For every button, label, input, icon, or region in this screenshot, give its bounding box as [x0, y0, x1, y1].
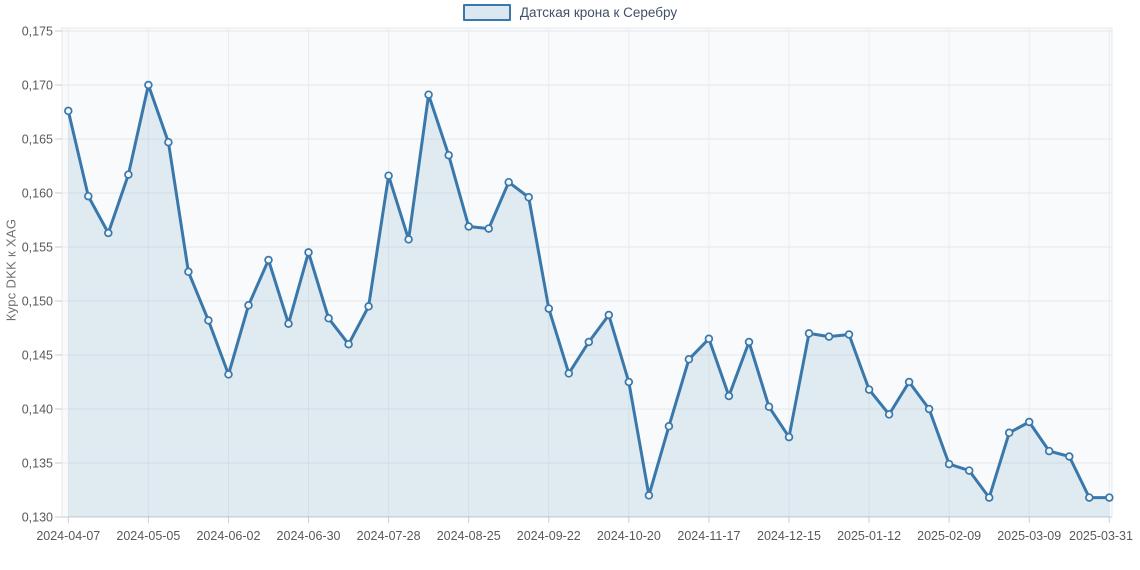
data-point[interactable]	[524, 193, 533, 202]
y-tick-label: 0,165	[22, 133, 53, 147]
x-tick-label: 2024-07-28	[357, 529, 421, 543]
plot-background	[61, 27, 1113, 518]
series-area	[68, 85, 1110, 517]
data-point[interactable]	[564, 369, 574, 378]
data-point[interactable]	[484, 224, 493, 233]
data-point[interactable]	[504, 177, 513, 187]
data-point[interactable]	[124, 170, 133, 179]
data-point[interactable]	[964, 466, 974, 475]
data-point[interactable]	[404, 235, 413, 244]
data-point[interactable]	[144, 80, 153, 90]
data-point[interactable]	[684, 355, 694, 364]
data-point[interactable]	[1044, 446, 1054, 456]
y-tick-label: 0,160	[22, 187, 53, 201]
data-point[interactable]	[64, 106, 73, 116]
x-tick-label: 2025-01-12	[837, 529, 901, 543]
y-tick-label: 0,135	[22, 457, 53, 471]
y-tick-label: 0,175	[22, 25, 53, 39]
y-tick-label: 0,155	[22, 241, 53, 255]
data-point[interactable]	[1065, 452, 1074, 461]
data-point[interactable]	[84, 191, 93, 201]
data-point[interactable]	[384, 171, 393, 180]
data-point[interactable]	[744, 337, 754, 347]
y-tick-label: 0,170	[22, 79, 53, 93]
data-point[interactable]	[924, 404, 934, 414]
x-tick-label: 2024-06-02	[196, 529, 260, 543]
data-point[interactable]	[824, 332, 834, 341]
legend-item[interactable]: Датская крона к Серебру	[0, 4, 1140, 21]
y-tick-label: 0,130	[22, 511, 53, 525]
data-point[interactable]	[104, 228, 113, 238]
data-point[interactable]	[864, 385, 874, 394]
x-tick-label: 2025-03-31	[1069, 529, 1133, 543]
data-point[interactable]	[784, 432, 794, 442]
data-point[interactable]	[344, 339, 353, 349]
data-point[interactable]	[284, 319, 293, 328]
data-point[interactable]	[444, 150, 453, 160]
x-tick-label: 2024-04-07	[36, 529, 100, 543]
legend-label: Датская крона к Серебру	[519, 5, 678, 20]
x-tick-label: 2024-10-20	[597, 529, 661, 543]
data-point[interactable]	[844, 330, 854, 339]
data-point[interactable]	[224, 370, 233, 379]
y-tick-label: 0,145	[22, 349, 53, 363]
data-point[interactable]	[584, 337, 594, 347]
data-point[interactable]	[264, 255, 273, 265]
data-point[interactable]	[904, 377, 914, 387]
x-tick-label: 2024-09-22	[517, 529, 581, 543]
data-point[interactable]	[1004, 428, 1014, 438]
legend-swatch	[462, 4, 511, 21]
data-point[interactable]	[604, 310, 614, 320]
data-point[interactable]	[184, 267, 193, 277]
data-point[interactable]	[944, 459, 954, 469]
data-point[interactable]	[204, 316, 213, 325]
data-point[interactable]	[1105, 493, 1114, 502]
data-point[interactable]	[544, 304, 554, 313]
y-tick-label: 0,140	[22, 403, 53, 417]
data-point[interactable]	[764, 402, 774, 412]
data-point[interactable]	[1024, 417, 1034, 427]
data-point[interactable]	[164, 137, 173, 147]
data-point[interactable]	[464, 222, 473, 231]
data-point[interactable]	[364, 302, 373, 311]
x-tick-label: 2024-06-30	[277, 529, 341, 543]
data-point[interactable]	[804, 329, 814, 338]
data-point[interactable]	[324, 314, 333, 323]
x-tick-label: 2025-03-09	[997, 529, 1061, 543]
data-point[interactable]	[724, 391, 734, 401]
x-tick-label: 2024-08-25	[437, 529, 501, 543]
data-point[interactable]	[644, 491, 654, 500]
data-point[interactable]	[1085, 493, 1094, 502]
data-point[interactable]	[984, 493, 994, 502]
data-point[interactable]	[244, 301, 253, 310]
y-tick-label: 0,150	[22, 295, 53, 309]
x-tick-label: 2025-02-09	[917, 529, 981, 543]
data-point[interactable]	[304, 248, 313, 257]
data-point[interactable]	[704, 334, 714, 344]
x-tick-label: 2024-05-05	[116, 529, 180, 543]
data-point[interactable]	[424, 90, 433, 99]
data-point[interactable]	[664, 422, 674, 431]
data-point[interactable]	[624, 377, 634, 387]
x-tick-label: 2024-12-15	[757, 529, 821, 543]
x-tick-label: 2024-11-17	[677, 529, 740, 543]
data-point[interactable]	[884, 410, 894, 419]
